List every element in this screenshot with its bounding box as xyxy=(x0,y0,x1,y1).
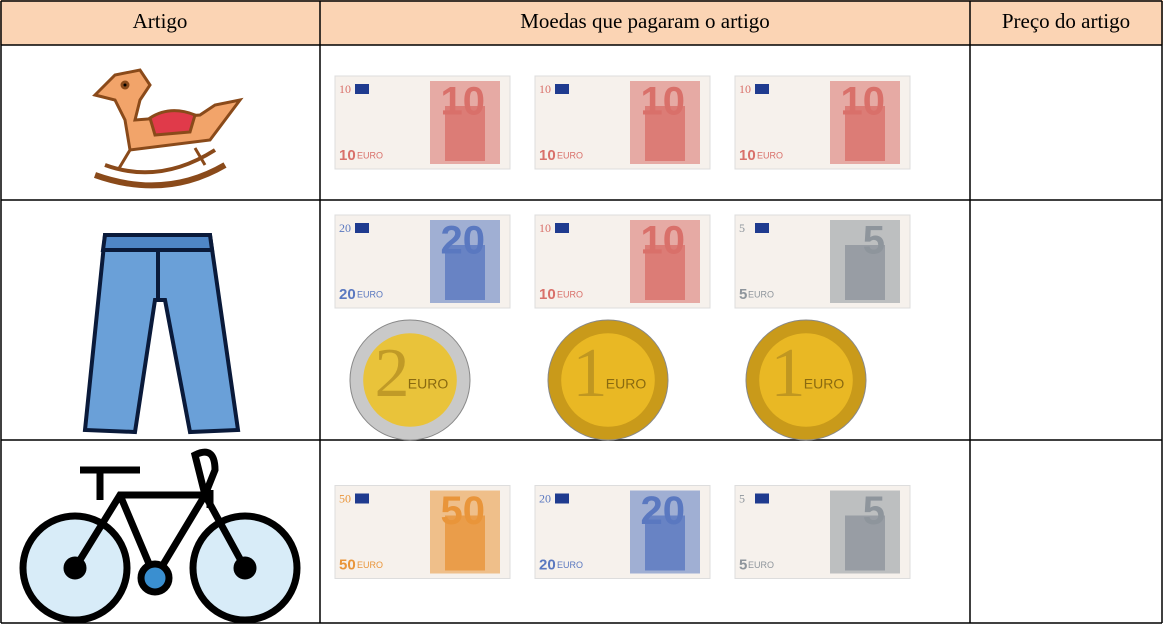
coin-denomination: 2 xyxy=(375,335,410,412)
coin-currency: EURO xyxy=(408,376,449,392)
note-gate xyxy=(445,245,485,300)
jeans-icon xyxy=(82,233,241,435)
note-denomination: 20 xyxy=(339,286,356,303)
banknote: 5 55 EURO xyxy=(734,214,911,309)
note-denomination: 20 xyxy=(339,221,351,235)
note-currency: EURO xyxy=(557,289,583,299)
note-denomination: 10 xyxy=(539,221,551,235)
note-denomination: 20 xyxy=(539,491,551,505)
note-gate xyxy=(445,515,485,571)
note-denomination: 50 xyxy=(339,491,351,505)
note-denomination: 10 xyxy=(539,286,556,303)
eu-flag xyxy=(355,493,369,504)
banknote: 5 55 EURO xyxy=(734,485,911,579)
eu-flag xyxy=(755,493,769,504)
bicycle-icon xyxy=(19,448,301,624)
note-denomination: 20 xyxy=(441,219,486,263)
eu-flag xyxy=(755,84,769,94)
note-denomination: 10 xyxy=(339,82,351,96)
note-denomination: 10 xyxy=(539,147,556,164)
coin-currency: EURO xyxy=(606,376,647,392)
note-gate xyxy=(845,515,885,571)
note-gate xyxy=(445,106,485,161)
note-gate xyxy=(645,515,685,571)
eu-flag xyxy=(355,223,369,233)
coin-center xyxy=(363,333,457,427)
note-denomination: 20 xyxy=(539,556,556,573)
note-currency: EURO xyxy=(748,289,774,299)
note-currency: EURO xyxy=(357,289,383,299)
note-denomination: 50 xyxy=(339,556,356,573)
note-currency: EURO xyxy=(757,150,783,160)
note-denomination: 10 xyxy=(841,80,886,124)
coin-denomination: 1 xyxy=(573,335,608,412)
note-denomination: 10 xyxy=(339,147,356,164)
eu-flag xyxy=(355,84,369,94)
eu-flag xyxy=(555,84,569,94)
note-denomination: 20 xyxy=(641,489,686,533)
note-denomination: 5 xyxy=(739,491,745,505)
note-denomination: 5 xyxy=(863,489,885,533)
note-denomination: 10 xyxy=(539,82,551,96)
note-denomination: 5 xyxy=(739,556,747,573)
note-currency: EURO xyxy=(357,560,383,570)
note-denomination: 10 xyxy=(641,219,686,263)
coin-currency: EURO xyxy=(804,376,845,392)
note-denomination: 50 xyxy=(441,489,486,533)
header-cell: Moedas que pagaram o artigo xyxy=(520,9,770,33)
note-gate xyxy=(845,106,885,161)
eu-flag xyxy=(555,223,569,233)
coin-denomination: 1 xyxy=(771,335,806,412)
coin-center xyxy=(561,333,655,427)
note-currency: EURO xyxy=(357,150,383,160)
note-denomination: 5 xyxy=(863,219,885,263)
note-denomination: 10 xyxy=(739,82,751,96)
header-cell: Artigo xyxy=(133,9,188,33)
header-cell: Preço do artigo xyxy=(1002,9,1130,33)
note-gate xyxy=(845,245,885,300)
note-gate xyxy=(645,106,685,161)
rocking-horse-icon xyxy=(92,68,244,189)
note-currency: EURO xyxy=(748,560,774,570)
note-currency: EURO xyxy=(557,560,583,570)
note-currency: EURO xyxy=(557,150,583,160)
note-denomination: 5 xyxy=(739,221,745,235)
note-denomination: 10 xyxy=(739,147,756,164)
header-row xyxy=(0,0,1163,45)
note-denomination: 5 xyxy=(739,286,747,303)
eu-flag xyxy=(555,493,569,504)
note-denomination: 10 xyxy=(441,80,486,124)
eu-flag xyxy=(755,223,769,233)
coin-center xyxy=(759,333,853,427)
note-denomination: 10 xyxy=(641,80,686,124)
note-gate xyxy=(645,245,685,300)
